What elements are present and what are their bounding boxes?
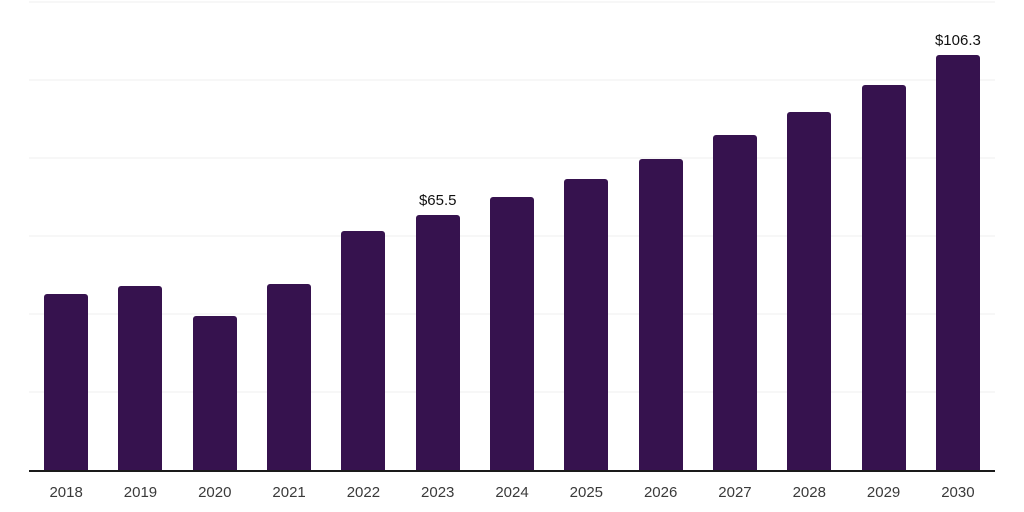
bar-2023 [415,214,460,470]
data-label-2030: $106.3 [934,32,981,50]
bar-column-2024 [475,2,549,470]
x-tick-label-2023: 2023 [421,484,455,501]
gridline-100 [29,79,995,81]
bar-column-2018 [29,2,103,470]
bar-column-2025 [549,2,623,470]
bar-column-2030: $106.3 [921,2,995,470]
bar-column-2029 [846,2,920,470]
bar-2019 [118,286,163,470]
x-tick-label-2024: 2024 [495,484,529,501]
bar-2028 [787,112,832,470]
x-tick-label-2025: 2025 [569,484,604,501]
bar-2024 [490,197,535,470]
bar-column-2019 [103,2,177,470]
gridline-80 [29,157,995,159]
x-axis-labels: 2018 2019 2020 2021 2022 2023 2024 2025 2026 2027… [29,484,995,501]
bar-2020 [192,316,237,470]
data-label-2023: $65.5 [418,191,457,209]
x-tick-label-2028: 2028 [792,484,826,501]
x-tick-label-2027: 2027 [718,484,752,501]
bar-column-2026 [624,2,698,470]
x-tick-label-2021: 2021 [272,484,306,501]
bar-2022 [341,230,386,470]
gridline-120 [29,1,995,3]
bar-group: $65.5 $106.3 [29,2,995,470]
x-tick-label-2022: 2022 [346,484,381,501]
bar-column-2022 [326,2,400,470]
x-tick-label-2030: 2030 [941,484,975,501]
plot-area: $65.5 $106.3 [29,1,995,470]
x-tick-label-2019: 2019 [123,484,158,501]
bar-2029 [861,85,906,470]
x-tick-label-2020: 2020 [198,484,232,501]
x-tick-label-2018: 2018 [49,484,83,501]
x-tick-label-2029: 2029 [866,484,901,501]
x-tick-label-2026: 2026 [643,484,678,501]
bar-column-2021 [252,2,326,470]
bar-2026 [638,158,683,470]
bar-2021 [267,284,312,470]
bar-column-2020 [178,2,252,470]
bar-2027 [712,135,757,470]
bar-column-2023: $65.5 [401,2,475,470]
bar-column-2028 [772,2,846,470]
bar-column-2027 [698,2,772,470]
bar-2025 [564,179,609,470]
bar-2030 [935,55,980,470]
bar-2018 [44,293,89,470]
x-axis-line [29,470,995,472]
